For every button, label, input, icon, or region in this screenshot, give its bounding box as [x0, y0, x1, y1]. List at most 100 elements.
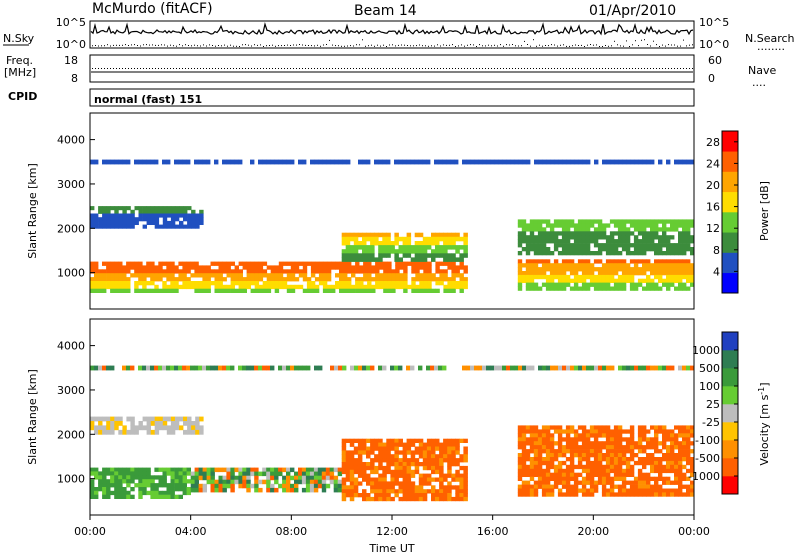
echo-cell [686, 425, 691, 430]
echo-cell [154, 220, 160, 225]
echo-cell [357, 493, 363, 498]
echo-cell [545, 488, 551, 493]
echo-cell [455, 446, 460, 451]
echo-cell [561, 263, 567, 268]
echo-cell [581, 445, 587, 450]
noise-search-point [386, 46, 387, 47]
echo-cell [94, 213, 99, 218]
echo-cell [349, 236, 355, 242]
echo-cell [246, 269, 251, 274]
echo-cell [553, 484, 559, 489]
echo-cell [142, 277, 147, 282]
echo-cell [670, 227, 675, 232]
echo-cell [541, 267, 547, 272]
echo-cell [654, 464, 659, 470]
echo-cell [525, 425, 531, 430]
echo-cell [561, 239, 567, 244]
noise-search-point [458, 45, 459, 47]
echo-cell [545, 453, 551, 458]
echo-cell [142, 288, 147, 293]
echo-cell [545, 445, 551, 450]
nave-point [626, 68, 627, 69]
echo-cell [451, 241, 456, 246]
echo-cell [662, 282, 667, 287]
echo-cell [382, 458, 387, 463]
noise-search-point [503, 45, 504, 47]
echo-cell [242, 265, 247, 270]
echo-cell [490, 159, 495, 165]
noise-search-point [611, 45, 612, 47]
echo-cell [402, 159, 407, 165]
echo-cell [182, 273, 187, 278]
echo-cell [90, 416, 95, 422]
noise-search-point [290, 45, 291, 46]
echo-cell [310, 273, 316, 278]
echo-cell [351, 265, 356, 270]
echo-cell [678, 476, 683, 481]
colorbar-tick-label: 500 [699, 362, 720, 375]
echo-cell [406, 442, 412, 447]
nave-point [620, 68, 621, 69]
echo-cell [134, 265, 139, 270]
echo-cell [533, 247, 539, 252]
echo-cell [370, 446, 375, 451]
echo-cell [455, 265, 460, 270]
echo-cell [414, 465, 420, 471]
echo-cell [254, 288, 260, 293]
echo-cell [286, 261, 292, 266]
noise-search-point [527, 44, 528, 45]
noise-search-point [191, 45, 192, 47]
echo-cell [198, 281, 203, 286]
echo-cell [605, 464, 611, 470]
noise-search-point [422, 45, 423, 47]
echo-cell [206, 479, 211, 485]
echo-cell [130, 421, 135, 426]
echo-cell [589, 492, 595, 497]
colorbar-frame [721, 331, 739, 495]
nave-point [410, 68, 411, 69]
echo-cell [230, 288, 235, 293]
echo-cell [578, 159, 583, 165]
echo-cell [399, 273, 404, 278]
echo-cell [654, 480, 659, 485]
date-label: 01/Apr/2010 [589, 3, 676, 19]
echo-cell [226, 159, 231, 165]
echo-cell [569, 429, 575, 434]
echo-cell [345, 465, 351, 471]
echo-cell [521, 460, 527, 466]
echo-cell [613, 457, 619, 462]
echo-cell [345, 473, 351, 478]
echo-cell [321, 479, 327, 485]
echo-cell [537, 480, 543, 485]
echo-cell [158, 425, 164, 431]
echo-cell [418, 365, 423, 371]
echo-cell [270, 284, 276, 290]
echo-cell [138, 213, 143, 218]
echo-cell [367, 273, 372, 278]
echo-cell [558, 365, 563, 371]
echo-cell [554, 365, 559, 371]
echo-cell [549, 263, 555, 268]
echo-cell [589, 460, 595, 466]
echo-cell [447, 261, 452, 266]
echo-cell [617, 267, 623, 272]
echo-cell [443, 236, 448, 242]
echo-cell [533, 472, 539, 477]
noise-left-tick-bottom: 10^0 [56, 38, 86, 51]
echo-cell [90, 479, 95, 484]
echo-cell [366, 232, 371, 238]
nave-point [326, 68, 327, 69]
nave-point [413, 68, 414, 69]
freq-label-line1: Freq. [6, 54, 33, 67]
nave-point [281, 68, 282, 69]
echo-cell [666, 282, 671, 287]
echo-cell [138, 487, 143, 492]
echo-cell [666, 480, 671, 485]
echo-cell [609, 460, 615, 466]
echo-cell [199, 213, 204, 218]
echo-cell [338, 159, 343, 165]
echo-cell [178, 261, 183, 266]
echo-cell [378, 454, 383, 459]
echo-cell [658, 247, 663, 252]
echo-cell [426, 442, 432, 447]
